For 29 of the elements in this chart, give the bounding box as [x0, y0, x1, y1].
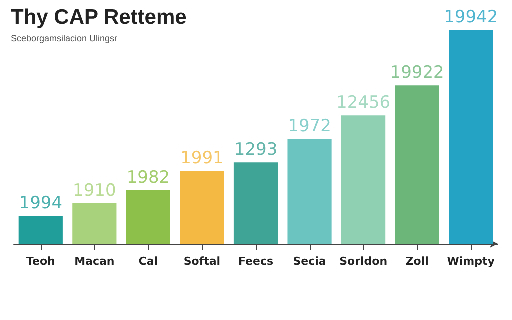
x-tick-label: Feecs: [238, 255, 274, 268]
bar: [288, 139, 332, 244]
annotation: 1910: [73, 180, 116, 201]
x-tick-label: Sorldon: [340, 255, 388, 268]
annotation: 1293: [234, 140, 278, 160]
x-tick-label: Softal: [184, 255, 221, 268]
bar: [180, 171, 224, 244]
annotation: 12456: [336, 93, 391, 114]
bar: [342, 116, 386, 244]
chart-subtitle: Sceborgamsilacion Ulingsr: [11, 34, 118, 44]
bar: [18, 216, 63, 244]
x-tick-label: Zoll: [406, 255, 429, 268]
annotation: 19942: [444, 8, 498, 28]
chart-title: Thy CAP Retteme: [11, 6, 187, 29]
annotation: 19922: [390, 63, 444, 84]
bar: [234, 162, 278, 244]
x-tick-label: Secia: [293, 255, 326, 268]
annotation: 1982: [126, 168, 170, 188]
bar: [449, 30, 494, 244]
x-tick-label: Macan: [74, 255, 115, 268]
annotation: 1991: [180, 148, 224, 169]
annotation: 1994: [19, 194, 63, 214]
annotation: 1972: [288, 116, 332, 137]
bar: [126, 190, 170, 244]
x-tick-label: Teoh: [26, 255, 56, 268]
bar: [395, 86, 440, 244]
bar: [72, 203, 117, 244]
x-tick-label: Wimpty: [447, 255, 495, 268]
x-tick-label: Cal: [138, 255, 158, 268]
